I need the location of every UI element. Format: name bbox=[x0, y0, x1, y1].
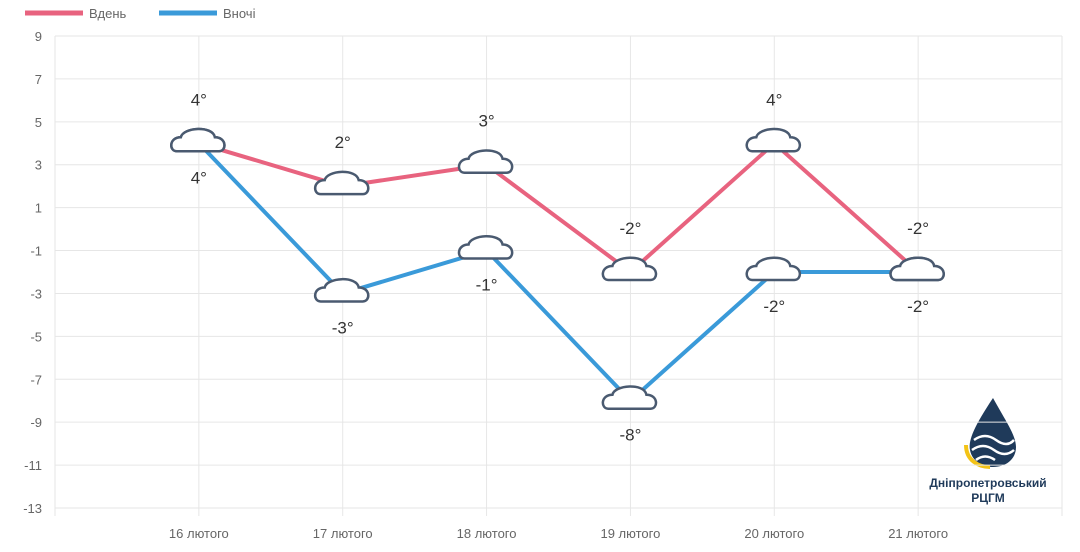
cloud bbox=[457, 149, 514, 174]
cloud bbox=[170, 127, 226, 153]
x-tick-label: 19 лютого bbox=[600, 526, 660, 541]
y-tick-label: -5 bbox=[30, 329, 42, 344]
y-tick-label: 3 bbox=[35, 158, 42, 173]
value-label: 3° bbox=[478, 112, 494, 131]
x-tick-label: 20 лютого bbox=[744, 526, 804, 541]
y-tick-label: -13 bbox=[23, 501, 42, 516]
value-label: 4° bbox=[766, 90, 782, 109]
x-tick-label: 18 лютого bbox=[457, 526, 517, 541]
weather-icon bbox=[601, 256, 658, 282]
y-tick-label: 9 bbox=[35, 29, 42, 44]
value-label: -2° bbox=[907, 297, 929, 316]
value-label: 4° bbox=[191, 168, 207, 187]
y-tick-label: -3 bbox=[30, 286, 42, 301]
weather-icon bbox=[457, 235, 514, 260]
cloud bbox=[601, 385, 658, 410]
weather-icon bbox=[313, 170, 370, 196]
weather-icon bbox=[745, 256, 802, 282]
value-label: 4° bbox=[191, 90, 207, 109]
cloud bbox=[745, 127, 802, 153]
cloud bbox=[745, 256, 802, 282]
logo-text: Дніпропетровський bbox=[929, 476, 1046, 490]
value-label: -2° bbox=[763, 297, 785, 316]
x-tick-label: 16 лютого bbox=[169, 526, 229, 541]
weather-icon bbox=[601, 385, 658, 410]
value-label: -1° bbox=[476, 276, 498, 295]
y-tick-label: 7 bbox=[35, 72, 42, 87]
series-line bbox=[198, 140, 920, 275]
legend-label: Вдень bbox=[89, 6, 127, 21]
weather-icon bbox=[313, 277, 370, 303]
cloud bbox=[889, 256, 945, 282]
weather-icon bbox=[457, 149, 514, 174]
y-tick-label: -11 bbox=[24, 458, 42, 473]
series-line bbox=[197, 141, 919, 404]
weather-icon bbox=[889, 256, 945, 282]
x-tick-label: 21 лютого bbox=[888, 526, 948, 541]
value-label: -3° bbox=[332, 318, 354, 337]
weather-icon bbox=[745, 127, 802, 153]
legend-label: Вночі bbox=[223, 6, 256, 21]
x-tick-label: 17 лютого bbox=[313, 526, 373, 541]
logo bbox=[964, 398, 1016, 469]
value-label: 2° bbox=[335, 133, 351, 152]
cloud bbox=[313, 277, 370, 303]
cloud bbox=[457, 235, 514, 260]
value-label: -2° bbox=[907, 219, 929, 238]
y-tick-label: 1 bbox=[35, 201, 42, 216]
y-tick-label: -9 bbox=[30, 415, 42, 430]
y-tick-label: -1 bbox=[30, 244, 42, 259]
y-tick-label: -7 bbox=[30, 372, 42, 387]
cloud bbox=[601, 256, 658, 282]
y-tick-label: 5 bbox=[35, 115, 42, 130]
cloud bbox=[313, 170, 370, 196]
weather-icon bbox=[170, 127, 226, 153]
logo-text: РЦГМ bbox=[971, 491, 1005, 505]
value-label: -2° bbox=[619, 219, 641, 238]
value-label: -8° bbox=[619, 426, 641, 445]
